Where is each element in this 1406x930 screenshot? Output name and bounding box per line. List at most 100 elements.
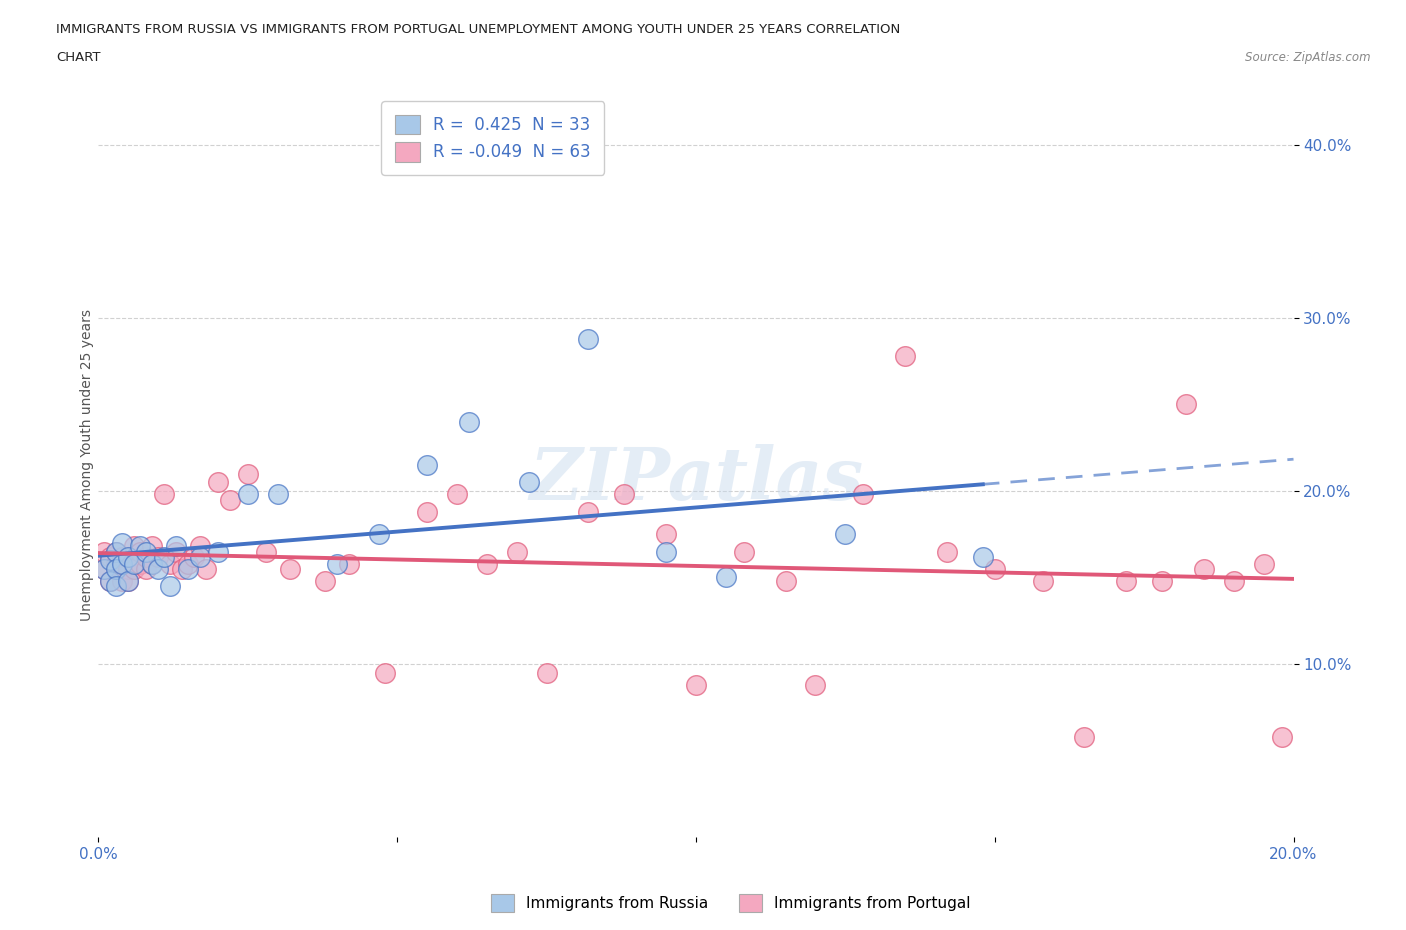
Point	[117, 574, 139, 589]
Point	[105, 544, 128, 559]
Legend: R =  0.425  N = 33, R = -0.049  N = 63: R = 0.425 N = 33, R = -0.049 N = 63	[381, 101, 605, 175]
Point	[141, 538, 163, 553]
Point	[93, 544, 115, 559]
Point	[983, 562, 1005, 577]
Point	[135, 562, 157, 577]
Point	[1150, 574, 1173, 589]
Text: CHART: CHART	[56, 51, 101, 64]
Point	[733, 544, 755, 559]
Point	[506, 544, 529, 559]
Point	[315, 574, 337, 589]
Point	[775, 574, 797, 589]
Point	[458, 414, 481, 429]
Point	[159, 556, 181, 571]
Point	[135, 550, 157, 565]
Point	[1223, 574, 1246, 589]
Point	[124, 562, 146, 577]
Point	[148, 562, 170, 577]
Point	[655, 544, 678, 559]
Point	[416, 504, 439, 519]
Point	[804, 677, 827, 692]
Text: IMMIGRANTS FROM RUSSIA VS IMMIGRANTS FROM PORTUGAL UNEMPLOYMENT AMONG YOUTH UNDE: IMMIGRANTS FROM RUSSIA VS IMMIGRANTS FRO…	[56, 23, 900, 36]
Point	[117, 550, 139, 565]
Legend: Immigrants from Russia, Immigrants from Portugal: Immigrants from Russia, Immigrants from …	[485, 888, 977, 918]
Point	[326, 556, 349, 571]
Point	[135, 544, 157, 559]
Point	[165, 538, 187, 553]
Point	[894, 349, 917, 364]
Point	[105, 578, 128, 593]
Point	[153, 487, 176, 502]
Point	[972, 550, 994, 565]
Point	[93, 562, 115, 577]
Point	[254, 544, 277, 559]
Point	[172, 562, 194, 577]
Point	[714, 570, 737, 585]
Point	[165, 544, 187, 559]
Point	[1175, 397, 1198, 412]
Point	[177, 556, 200, 571]
Point	[1073, 729, 1095, 744]
Point	[236, 487, 259, 502]
Point	[1192, 562, 1215, 577]
Point	[98, 574, 122, 589]
Point	[236, 466, 259, 481]
Point	[936, 544, 959, 559]
Point	[278, 562, 301, 577]
Point	[98, 574, 122, 589]
Point	[141, 556, 163, 571]
Point	[517, 475, 540, 490]
Point	[93, 562, 115, 577]
Point	[111, 550, 134, 565]
Point	[368, 526, 391, 541]
Point	[578, 331, 600, 346]
Point	[129, 544, 152, 559]
Point	[685, 677, 707, 692]
Point	[111, 556, 134, 571]
Point	[98, 550, 122, 565]
Point	[613, 487, 636, 502]
Point	[117, 550, 139, 565]
Point	[117, 574, 139, 589]
Point	[834, 526, 856, 541]
Point	[111, 536, 134, 551]
Point	[1115, 574, 1137, 589]
Point	[153, 550, 176, 565]
Point	[267, 487, 290, 502]
Point	[207, 544, 229, 559]
Point	[129, 538, 152, 553]
Point	[578, 504, 600, 519]
Point	[141, 556, 163, 571]
Point	[98, 552, 122, 567]
Point	[475, 556, 498, 571]
Point	[1032, 574, 1054, 589]
Point	[536, 665, 558, 680]
Point	[446, 487, 468, 502]
Point	[124, 538, 146, 553]
Point	[1271, 729, 1294, 744]
Point	[1253, 556, 1275, 571]
Point	[339, 556, 360, 571]
Point	[183, 550, 205, 565]
Point	[374, 665, 396, 680]
Point	[188, 538, 211, 553]
Point	[188, 550, 211, 565]
Point	[117, 562, 139, 577]
Text: Source: ZipAtlas.com: Source: ZipAtlas.com	[1246, 51, 1371, 64]
Point	[416, 458, 439, 472]
Point	[129, 556, 152, 571]
Point	[852, 487, 875, 502]
Point	[105, 562, 128, 577]
Point	[148, 550, 170, 565]
Point	[111, 574, 134, 589]
Point	[124, 556, 146, 571]
Point	[219, 492, 242, 507]
Point	[105, 544, 128, 559]
Y-axis label: Unemployment Among Youth under 25 years: Unemployment Among Youth under 25 years	[80, 309, 94, 621]
Point	[655, 526, 678, 541]
Point	[105, 562, 128, 577]
Point	[177, 562, 200, 577]
Point	[111, 556, 134, 571]
Point	[207, 475, 229, 490]
Point	[159, 578, 181, 593]
